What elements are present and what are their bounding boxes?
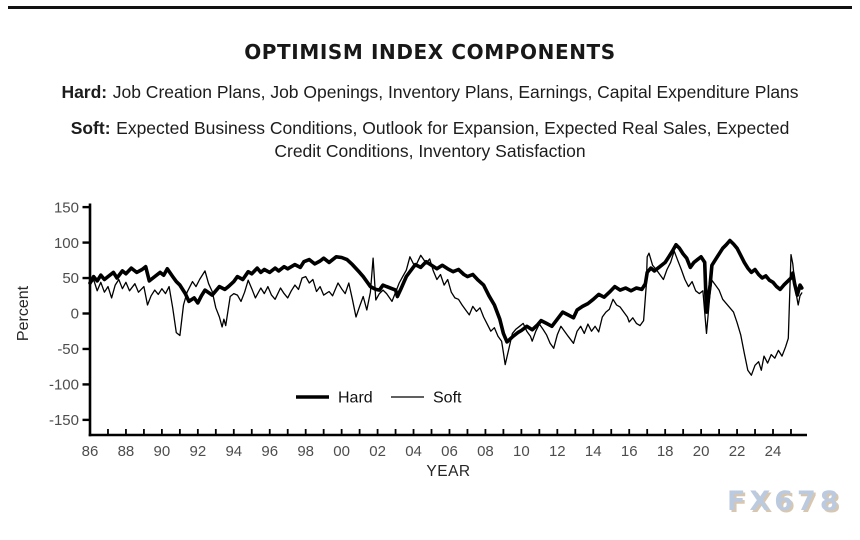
x-tick-label: 08	[477, 443, 494, 460]
soft-items-line1: Expected Business Conditions, Outlook fo…	[116, 118, 790, 138]
y-tick-label: -100	[49, 377, 79, 394]
hard-series-line	[88, 238, 804, 344]
y-tick-label: 100	[54, 235, 79, 252]
soft-label: Soft:	[70, 118, 111, 138]
hard-components-line: Hard: Job Creation Plans, Job Openings, I…	[0, 81, 860, 104]
y-tick-label: 150	[54, 199, 79, 216]
x-tick-label: 06	[441, 443, 458, 460]
x-tick-label: 92	[190, 443, 207, 460]
soft-series-line	[89, 250, 803, 376]
x-tick-label: 16	[621, 443, 638, 460]
hard-items: Job Creation Plans, Job Openings, Invent…	[112, 82, 799, 102]
soft-components-line: Soft: Expected Business Conditions, Outlo…	[0, 117, 860, 162]
y-tick-label: -150	[49, 412, 79, 429]
hard-label: Hard:	[61, 82, 108, 102]
x-tick-label: 22	[729, 443, 746, 460]
x-tick-label: 10	[513, 443, 530, 460]
y-tick-label: 50	[62, 270, 79, 287]
legend-soft-label: Soft	[433, 390, 462, 407]
x-tick-label: 90	[154, 443, 171, 460]
x-tick-label: 02	[369, 443, 386, 460]
y-tick-label: -50	[57, 341, 79, 358]
x-tick-label: 18	[657, 443, 674, 460]
x-tick-label: 86	[82, 443, 99, 460]
watermark: FX678	[727, 486, 843, 517]
soft-items-line2: Credit Conditions, Inventory Satisfactio…	[274, 140, 586, 161]
top-divider	[8, 6, 852, 9]
y-tick-label: 0	[71, 306, 79, 323]
x-axis-title: YEAR	[426, 463, 470, 480]
x-tick-label: 98	[297, 443, 314, 460]
x-tick-label: 14	[585, 443, 602, 460]
x-tick-label: 00	[333, 443, 350, 460]
x-tick-label: 88	[118, 443, 135, 460]
chart-title: OPTIMISM INDEX COMPONENTS	[244, 40, 616, 64]
x-tick-label: 20	[693, 443, 710, 460]
x-tick-label: 96	[261, 443, 278, 460]
x-tick-label: 12	[549, 443, 566, 460]
legend-hard-label: Hard	[338, 390, 373, 407]
soft-items-line1-wrap: Soft: Expected Business Conditions, Outlo…	[0, 117, 860, 140]
x-tick-label: 04	[405, 443, 422, 460]
y-axis-title: Percent	[15, 285, 32, 341]
x-tick-label: 94	[225, 443, 242, 460]
x-tick-label: 24	[765, 443, 782, 460]
